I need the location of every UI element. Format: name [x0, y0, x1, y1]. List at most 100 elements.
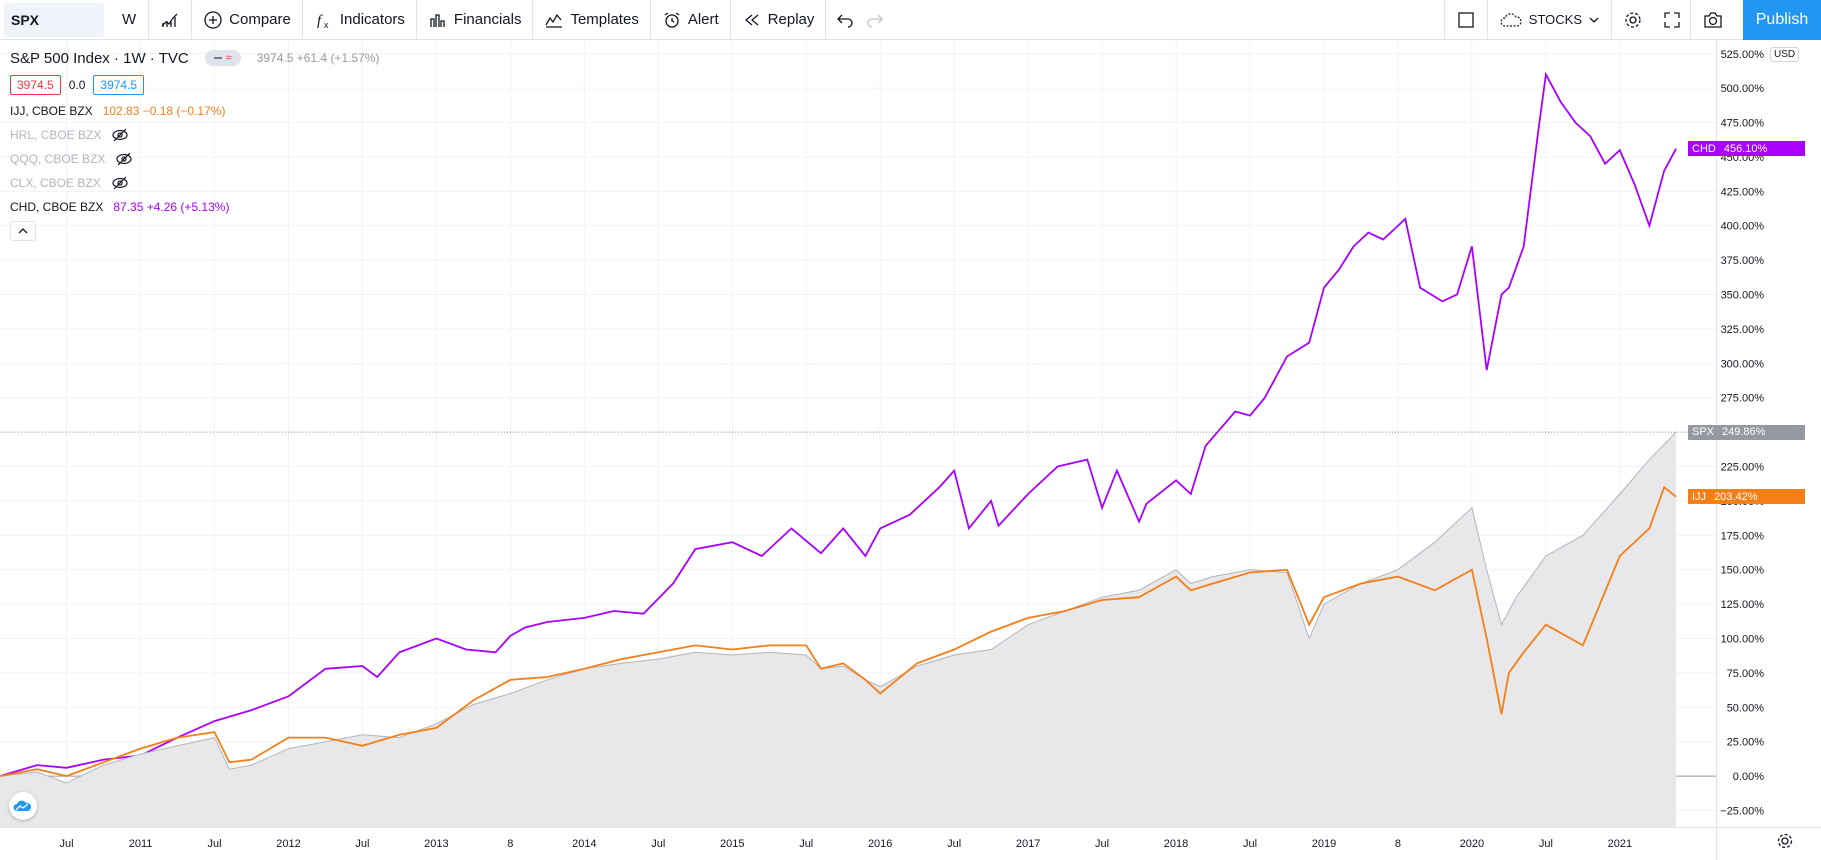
separator: [415, 0, 417, 40]
price-axis-label: 50.00%: [1727, 702, 1765, 714]
price-axis-label: 0.00%: [1733, 771, 1764, 783]
main-series-values: 3974.5 +61.4 (+1.57%): [256, 51, 380, 65]
financials-button[interactable]: Financials: [417, 0, 533, 40]
legend-series-label: CLX, CBOE BZX: [10, 176, 101, 190]
price-axis-label: 325.00%: [1721, 324, 1765, 336]
price-axis-label: 425.00%: [1721, 186, 1765, 198]
alert-label: Alert: [687, 11, 719, 28]
interval-button[interactable]: W: [122, 11, 137, 28]
price-chart[interactable]: 525.00%500.00%475.00%450.00%425.00%400.0…: [0, 40, 1821, 860]
price-axis-label: 525.00%: [1721, 49, 1765, 61]
time-axis-label: 2015: [720, 838, 744, 850]
templates-icon: [545, 13, 563, 28]
bid-ask-row: 3974.5 0.0 3974.5: [10, 75, 379, 95]
compare-series-list: IJJ, CBOE BZX 102.83 −0.18 (−0.17%) HRL, C…: [10, 99, 379, 219]
time-axis-label: 2012: [276, 838, 300, 850]
cloud-logo-icon: [13, 800, 32, 811]
time-axis-label: 2019: [1312, 838, 1336, 850]
currency-label[interactable]: USD: [1770, 47, 1800, 62]
separator: [191, 0, 193, 40]
price-axis-label: 375.00%: [1721, 255, 1765, 267]
main-series-title[interactable]: S&P 500 Index · 1W · TVC: [10, 49, 189, 67]
time-axis-label: Jul: [207, 838, 221, 850]
sell-price-box[interactable]: 3974.5: [10, 75, 61, 95]
buy-price-box[interactable]: 3974.5: [93, 75, 145, 95]
ijj-series-line[interactable]: [0, 485, 1677, 778]
separator: [1486, 0, 1488, 40]
series-status-badge[interactable]: ≈: [204, 50, 241, 66]
svg-text:f: f: [317, 13, 323, 29]
separator: [148, 0, 150, 40]
camera-icon: [1704, 11, 1722, 28]
price-axis-label: 100.00%: [1721, 634, 1765, 646]
legend-series-row[interactable]: QQQ, CBOE BZX: [10, 147, 379, 171]
svg-text:x: x: [324, 20, 329, 30]
chart-style-button[interactable]: [149, 0, 191, 40]
layout-select-button[interactable]: [1445, 0, 1487, 40]
price-axis-label: 150.00%: [1721, 565, 1765, 577]
eye-crossed-icon[interactable]: [115, 152, 133, 166]
collapse-legend-button[interactable]: [10, 221, 36, 241]
gear-icon: [1777, 833, 1793, 849]
eye-crossed-icon[interactable]: [111, 128, 129, 142]
separator: [649, 0, 651, 40]
symbol-search[interactable]: SPX: [4, 2, 104, 37]
chd-price-tag: CHD 456.10%: [1688, 141, 1805, 157]
templates-button[interactable]: Templates: [533, 0, 649, 40]
time-axis-label: 8: [507, 838, 513, 850]
alert-button[interactable]: Alert: [651, 0, 730, 40]
eye-crossed-icon[interactable]: [111, 176, 129, 190]
legend-series-label: QQQ, CBOE BZX: [10, 152, 106, 166]
publish-button[interactable]: Publish: [1743, 0, 1821, 40]
financials-icon: [430, 13, 445, 27]
time-axis-label: 2014: [572, 838, 596, 850]
time-axis-label: 8: [1395, 838, 1401, 850]
chevron-up-icon: [18, 228, 28, 234]
price-axis-label: 75.00%: [1727, 668, 1765, 680]
alarm-clock-icon: [664, 11, 680, 28]
chart-legend: S&P 500 Index · 1W · TVC ≈ 3974.5 +61.4 …: [10, 47, 379, 241]
legend-series-row[interactable]: IJJ, CBOE BZX 102.83 −0.18 (−0.17%): [10, 99, 379, 123]
legend-series-row[interactable]: CHD, CBOE BZX 87.35 +4.26 (+5.13%): [10, 195, 379, 219]
chd-tag-symbol: CHD: [1692, 142, 1716, 155]
undo-button[interactable]: [826, 0, 860, 40]
spx-tag-value: 249.86%: [1722, 426, 1766, 439]
separator: [532, 0, 534, 40]
chart-pane[interactable]: 525.00% 500.00% 475.00% 450.00% 425.00% 400.0…: [0, 40, 1821, 860]
time-axis-label: Jul: [355, 838, 369, 850]
separator: [1611, 0, 1612, 40]
price-axis-label: −25.00%: [1720, 805, 1764, 817]
separator: [825, 0, 827, 40]
legend-series-row[interactable]: HRL, CBOE BZX: [10, 123, 379, 147]
legend-series-row[interactable]: CLX, CBOE BZX: [10, 171, 379, 195]
time-axis-label: Jul: [1539, 838, 1553, 850]
spx-tag-symbol: SPX: [1692, 426, 1715, 439]
redo-button[interactable]: [860, 0, 894, 40]
time-axis-label: Jul: [651, 838, 665, 850]
replay-button[interactable]: Replay: [731, 0, 826, 40]
spx-series-line[interactable]: [0, 431, 1677, 784]
separator: [301, 0, 303, 40]
legend-series-label: CHD, CBOE BZX: [10, 200, 104, 214]
time-axis-label: 2018: [1164, 838, 1188, 850]
separator: [1443, 0, 1445, 40]
snapshot-button[interactable]: [1691, 0, 1735, 40]
scale-settings-button[interactable]: [1775, 831, 1795, 851]
separator: [729, 0, 731, 40]
time-axis-label: Jul: [60, 838, 74, 850]
plus-circle-icon: [204, 10, 222, 29]
settings-button[interactable]: [1612, 0, 1654, 40]
compare-button[interactable]: Compare: [192, 0, 302, 40]
stocks-layout-button[interactable]: STOCKS: [1488, 0, 1611, 40]
rewind-icon: [744, 14, 759, 25]
indicators-label: Indicators: [339, 11, 405, 28]
fullscreen-button[interactable]: [1654, 0, 1690, 40]
chd-series-line[interactable]: [0, 71, 1677, 777]
time-axis-label: 2017: [1016, 838, 1040, 850]
ijj-tag-symbol: IJJ: [1692, 490, 1707, 503]
tradingview-logo[interactable]: [9, 792, 37, 820]
undo-icon: [837, 14, 854, 28]
ijj-tag-value: 203.42%: [1714, 490, 1758, 503]
